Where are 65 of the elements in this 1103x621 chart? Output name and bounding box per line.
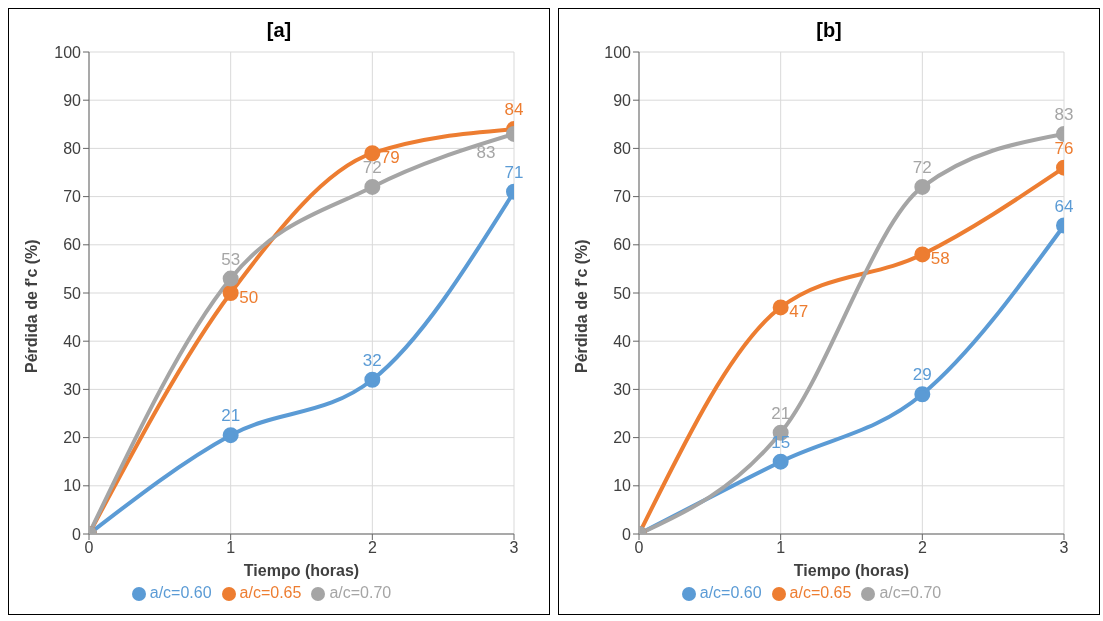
y-tick-label: 100 (54, 43, 82, 61)
data-label: 50 (239, 288, 259, 307)
y-tick-label: 0 (622, 525, 632, 543)
data-label: 72 (912, 157, 932, 177)
y-tick-label: 40 (613, 332, 632, 350)
y-tick-label: 50 (613, 284, 632, 302)
point (772, 299, 789, 316)
data-label: 71 (504, 162, 524, 182)
y-tick-label: 80 (613, 140, 632, 158)
y-tick-label: 50 (63, 284, 82, 302)
point (222, 285, 239, 301)
y-axis-title: Pérdida de f'c (%) (22, 239, 40, 373)
y-tick-label: 60 (63, 236, 82, 254)
chart-title: [b] (815, 19, 843, 42)
x-tick-label: 2 (367, 539, 377, 557)
data-label: 15 (771, 432, 791, 452)
y-tick-label: 80 (63, 140, 82, 158)
y-tick-label: 10 (63, 477, 82, 495)
x-tick-label: 3 (1059, 539, 1069, 557)
data-label: 21 (771, 403, 791, 423)
x-tick-label: 0 (634, 539, 644, 557)
y-tick-label: 100 (604, 43, 632, 61)
y-tick-label: 70 (63, 188, 82, 206)
data-label: 58 (930, 249, 950, 269)
legend-label: a/c=0.60 (699, 584, 762, 601)
data-label: 32 (362, 350, 382, 370)
legend-label: a/c=0.70 (879, 584, 942, 601)
y-tick-label: 0 (72, 525, 82, 543)
y-tick-label: 40 (63, 332, 82, 350)
y-tick-label: 30 (63, 381, 82, 399)
data-label: 83 (476, 142, 496, 162)
y-tick-label: 90 (613, 91, 632, 109)
y-axis-title: Pérdida de f'c (%) (572, 239, 590, 373)
point (222, 270, 239, 287)
x-axis-title: Tiempo (horas) (243, 562, 360, 579)
legend-label: a/c=0.60 (149, 584, 212, 601)
data-label: 83 (1054, 104, 1074, 124)
y-tick-label: 90 (63, 91, 82, 109)
point (222, 427, 239, 444)
x-tick-label: 0 (84, 539, 94, 557)
point (772, 453, 789, 470)
x-tick-label: 3 (509, 539, 519, 557)
y-tick-label: 70 (613, 188, 632, 206)
data-label: 47 (789, 302, 809, 322)
data-label: 53 (221, 249, 241, 269)
y-tick-label: 20 (613, 429, 632, 447)
y-tick-label: 20 (63, 429, 82, 447)
legend-label: a/c=0.70 (329, 584, 392, 601)
legend-label: a/c=0.65 (239, 584, 302, 601)
x-axis-title: Tiempo (horas) (793, 562, 910, 579)
chart-title: [a] (265, 19, 293, 42)
data-label: 76 (1054, 138, 1074, 158)
y-tick-label: 30 (613, 381, 632, 399)
y-tick-label: 10 (613, 477, 632, 495)
legend-label: a/c=0.65 (789, 584, 852, 601)
x-tick-label: 1 (226, 539, 236, 557)
y-tick-label: 60 (613, 236, 632, 254)
data-label: 84 (504, 100, 524, 120)
data-label: 79 (380, 148, 400, 168)
data-label: 64 (1054, 196, 1074, 216)
data-label: 72 (362, 157, 382, 177)
x-tick-label: 1 (776, 539, 786, 557)
data-label: 21 (221, 406, 241, 426)
data-label: 29 (912, 365, 932, 385)
x-tick-label: 2 (917, 539, 927, 557)
